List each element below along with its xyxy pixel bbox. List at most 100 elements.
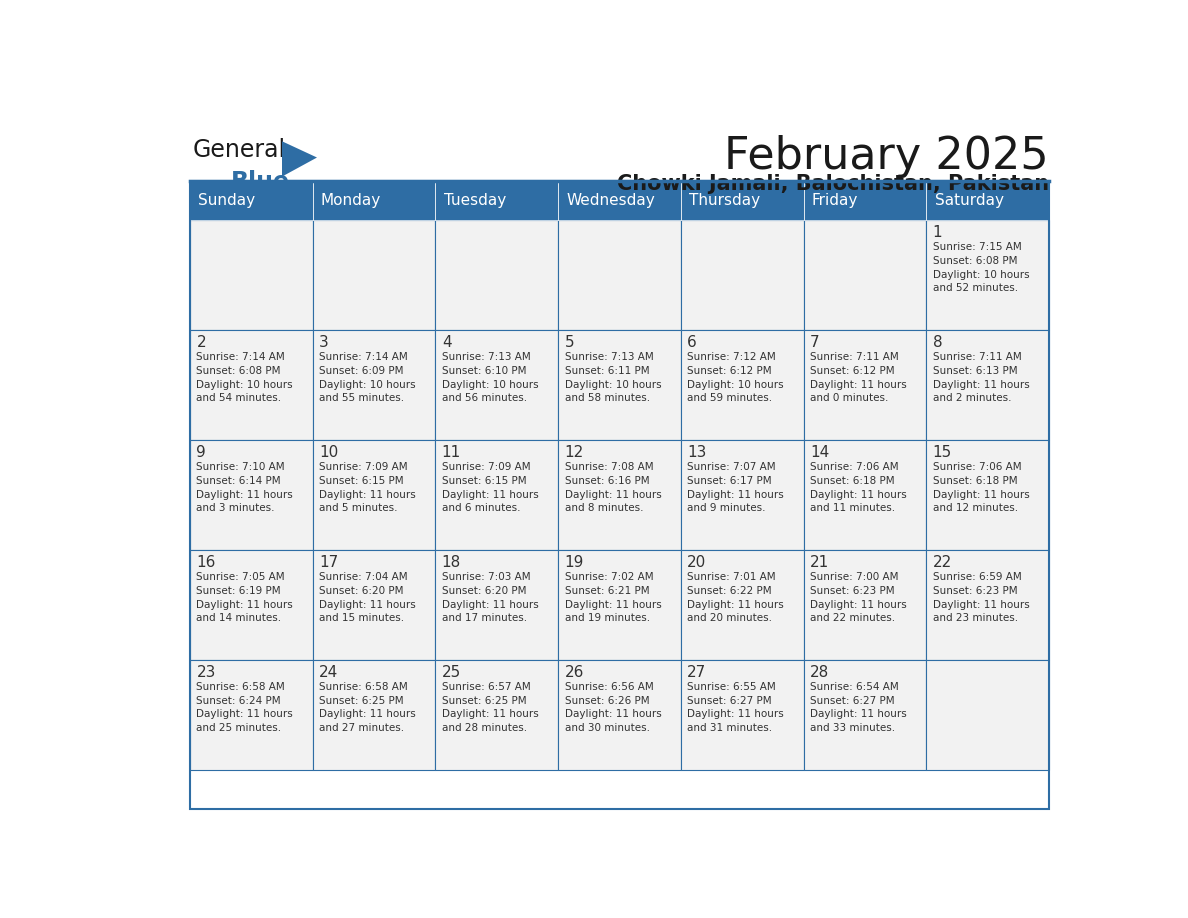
Text: Blue: Blue xyxy=(232,170,290,194)
FancyBboxPatch shape xyxy=(803,330,927,440)
Text: 8: 8 xyxy=(933,335,942,350)
Text: Sunrise: 7:11 AM
Sunset: 6:13 PM
Daylight: 11 hours
and 2 minutes.: Sunrise: 7:11 AM Sunset: 6:13 PM Dayligh… xyxy=(933,353,1030,403)
Text: 25: 25 xyxy=(442,665,461,679)
Text: 10: 10 xyxy=(320,444,339,460)
FancyBboxPatch shape xyxy=(927,660,1049,769)
FancyBboxPatch shape xyxy=(435,440,558,550)
Text: 21: 21 xyxy=(810,554,829,570)
Text: Sunrise: 7:03 AM
Sunset: 6:20 PM
Daylight: 11 hours
and 17 minutes.: Sunrise: 7:03 AM Sunset: 6:20 PM Dayligh… xyxy=(442,572,538,623)
Text: February 2025: February 2025 xyxy=(725,135,1049,178)
Text: Sunrise: 7:11 AM
Sunset: 6:12 PM
Daylight: 11 hours
and 0 minutes.: Sunrise: 7:11 AM Sunset: 6:12 PM Dayligh… xyxy=(810,353,906,403)
Text: 23: 23 xyxy=(196,665,216,679)
Text: Sunrise: 7:07 AM
Sunset: 6:17 PM
Daylight: 11 hours
and 9 minutes.: Sunrise: 7:07 AM Sunset: 6:17 PM Dayligh… xyxy=(687,463,784,513)
FancyBboxPatch shape xyxy=(312,219,435,330)
FancyBboxPatch shape xyxy=(558,219,681,330)
Text: 28: 28 xyxy=(810,665,829,679)
Text: Sunrise: 7:02 AM
Sunset: 6:21 PM
Daylight: 11 hours
and 19 minutes.: Sunrise: 7:02 AM Sunset: 6:21 PM Dayligh… xyxy=(564,572,662,623)
FancyBboxPatch shape xyxy=(190,440,312,550)
Text: Sunrise: 7:13 AM
Sunset: 6:10 PM
Daylight: 10 hours
and 56 minutes.: Sunrise: 7:13 AM Sunset: 6:10 PM Dayligh… xyxy=(442,353,538,403)
Text: Sunrise: 7:06 AM
Sunset: 6:18 PM
Daylight: 11 hours
and 11 minutes.: Sunrise: 7:06 AM Sunset: 6:18 PM Dayligh… xyxy=(810,463,906,513)
Text: 18: 18 xyxy=(442,554,461,570)
Text: 26: 26 xyxy=(564,665,583,679)
Text: Sunrise: 6:59 AM
Sunset: 6:23 PM
Daylight: 11 hours
and 23 minutes.: Sunrise: 6:59 AM Sunset: 6:23 PM Dayligh… xyxy=(933,572,1030,623)
Text: 12: 12 xyxy=(564,444,583,460)
Text: General: General xyxy=(192,139,286,162)
FancyBboxPatch shape xyxy=(927,181,1049,219)
FancyBboxPatch shape xyxy=(803,181,927,219)
Text: Thursday: Thursday xyxy=(689,193,760,207)
Text: Sunrise: 6:58 AM
Sunset: 6:24 PM
Daylight: 11 hours
and 25 minutes.: Sunrise: 6:58 AM Sunset: 6:24 PM Dayligh… xyxy=(196,682,293,733)
Text: Sunrise: 7:09 AM
Sunset: 6:15 PM
Daylight: 11 hours
and 5 minutes.: Sunrise: 7:09 AM Sunset: 6:15 PM Dayligh… xyxy=(320,463,416,513)
Text: 1: 1 xyxy=(933,225,942,240)
Text: Sunrise: 6:58 AM
Sunset: 6:25 PM
Daylight: 11 hours
and 27 minutes.: Sunrise: 6:58 AM Sunset: 6:25 PM Dayligh… xyxy=(320,682,416,733)
Text: Sunrise: 7:14 AM
Sunset: 6:09 PM
Daylight: 10 hours
and 55 minutes.: Sunrise: 7:14 AM Sunset: 6:09 PM Dayligh… xyxy=(320,353,416,403)
FancyBboxPatch shape xyxy=(681,181,803,219)
Text: 7: 7 xyxy=(810,335,820,350)
FancyBboxPatch shape xyxy=(435,219,558,330)
FancyBboxPatch shape xyxy=(190,181,312,219)
FancyBboxPatch shape xyxy=(312,181,435,219)
Text: Sunrise: 6:57 AM
Sunset: 6:25 PM
Daylight: 11 hours
and 28 minutes.: Sunrise: 6:57 AM Sunset: 6:25 PM Dayligh… xyxy=(442,682,538,733)
FancyBboxPatch shape xyxy=(803,219,927,330)
Text: Sunrise: 7:10 AM
Sunset: 6:14 PM
Daylight: 11 hours
and 3 minutes.: Sunrise: 7:10 AM Sunset: 6:14 PM Dayligh… xyxy=(196,463,293,513)
Text: 2: 2 xyxy=(196,335,206,350)
FancyBboxPatch shape xyxy=(558,660,681,769)
FancyBboxPatch shape xyxy=(435,330,558,440)
Text: 16: 16 xyxy=(196,554,216,570)
FancyBboxPatch shape xyxy=(312,660,435,769)
Text: 15: 15 xyxy=(933,444,952,460)
Text: 3: 3 xyxy=(320,335,329,350)
FancyBboxPatch shape xyxy=(312,330,435,440)
FancyBboxPatch shape xyxy=(927,550,1049,660)
FancyBboxPatch shape xyxy=(681,440,803,550)
Text: 17: 17 xyxy=(320,554,339,570)
Text: Sunrise: 7:04 AM
Sunset: 6:20 PM
Daylight: 11 hours
and 15 minutes.: Sunrise: 7:04 AM Sunset: 6:20 PM Dayligh… xyxy=(320,572,416,623)
FancyBboxPatch shape xyxy=(312,440,435,550)
Text: Sunrise: 7:09 AM
Sunset: 6:15 PM
Daylight: 11 hours
and 6 minutes.: Sunrise: 7:09 AM Sunset: 6:15 PM Dayligh… xyxy=(442,463,538,513)
Text: Sunrise: 6:55 AM
Sunset: 6:27 PM
Daylight: 11 hours
and 31 minutes.: Sunrise: 6:55 AM Sunset: 6:27 PM Dayligh… xyxy=(687,682,784,733)
Text: Tuesday: Tuesday xyxy=(443,193,506,207)
Text: 9: 9 xyxy=(196,444,207,460)
Text: Sunrise: 7:00 AM
Sunset: 6:23 PM
Daylight: 11 hours
and 22 minutes.: Sunrise: 7:00 AM Sunset: 6:23 PM Dayligh… xyxy=(810,572,906,623)
Text: 19: 19 xyxy=(564,554,583,570)
Text: Sunrise: 7:01 AM
Sunset: 6:22 PM
Daylight: 11 hours
and 20 minutes.: Sunrise: 7:01 AM Sunset: 6:22 PM Dayligh… xyxy=(687,572,784,623)
FancyBboxPatch shape xyxy=(803,440,927,550)
Text: Sunday: Sunday xyxy=(198,193,255,207)
FancyBboxPatch shape xyxy=(681,660,803,769)
Text: Saturday: Saturday xyxy=(935,193,1004,207)
Text: Sunrise: 7:05 AM
Sunset: 6:19 PM
Daylight: 11 hours
and 14 minutes.: Sunrise: 7:05 AM Sunset: 6:19 PM Dayligh… xyxy=(196,572,293,623)
Text: Sunrise: 7:08 AM
Sunset: 6:16 PM
Daylight: 11 hours
and 8 minutes.: Sunrise: 7:08 AM Sunset: 6:16 PM Dayligh… xyxy=(564,463,662,513)
FancyBboxPatch shape xyxy=(927,219,1049,330)
FancyBboxPatch shape xyxy=(927,330,1049,440)
FancyBboxPatch shape xyxy=(558,330,681,440)
FancyBboxPatch shape xyxy=(803,660,927,769)
Text: 11: 11 xyxy=(442,444,461,460)
Text: Sunrise: 6:54 AM
Sunset: 6:27 PM
Daylight: 11 hours
and 33 minutes.: Sunrise: 6:54 AM Sunset: 6:27 PM Dayligh… xyxy=(810,682,906,733)
Text: 13: 13 xyxy=(687,444,707,460)
FancyBboxPatch shape xyxy=(558,550,681,660)
FancyBboxPatch shape xyxy=(190,550,312,660)
FancyBboxPatch shape xyxy=(681,330,803,440)
Text: Sunrise: 7:06 AM
Sunset: 6:18 PM
Daylight: 11 hours
and 12 minutes.: Sunrise: 7:06 AM Sunset: 6:18 PM Dayligh… xyxy=(933,463,1030,513)
Text: Friday: Friday xyxy=(811,193,858,207)
Text: Sunrise: 7:13 AM
Sunset: 6:11 PM
Daylight: 10 hours
and 58 minutes.: Sunrise: 7:13 AM Sunset: 6:11 PM Dayligh… xyxy=(564,353,662,403)
Text: 20: 20 xyxy=(687,554,707,570)
Text: 22: 22 xyxy=(933,554,952,570)
FancyBboxPatch shape xyxy=(190,660,312,769)
Polygon shape xyxy=(282,141,317,176)
Text: 5: 5 xyxy=(564,335,574,350)
FancyBboxPatch shape xyxy=(435,181,558,219)
Text: Sunrise: 6:56 AM
Sunset: 6:26 PM
Daylight: 11 hours
and 30 minutes.: Sunrise: 6:56 AM Sunset: 6:26 PM Dayligh… xyxy=(564,682,662,733)
Text: 6: 6 xyxy=(687,335,697,350)
Text: Sunrise: 7:15 AM
Sunset: 6:08 PM
Daylight: 10 hours
and 52 minutes.: Sunrise: 7:15 AM Sunset: 6:08 PM Dayligh… xyxy=(933,242,1029,293)
Text: Sunrise: 7:14 AM
Sunset: 6:08 PM
Daylight: 10 hours
and 54 minutes.: Sunrise: 7:14 AM Sunset: 6:08 PM Dayligh… xyxy=(196,353,293,403)
FancyBboxPatch shape xyxy=(435,660,558,769)
Text: Chowki Jamali, Balochistan, Pakistan: Chowki Jamali, Balochistan, Pakistan xyxy=(617,174,1049,194)
FancyBboxPatch shape xyxy=(435,550,558,660)
Text: 14: 14 xyxy=(810,444,829,460)
Text: Monday: Monday xyxy=(321,193,381,207)
Text: Sunrise: 7:12 AM
Sunset: 6:12 PM
Daylight: 10 hours
and 59 minutes.: Sunrise: 7:12 AM Sunset: 6:12 PM Dayligh… xyxy=(687,353,784,403)
FancyBboxPatch shape xyxy=(927,440,1049,550)
FancyBboxPatch shape xyxy=(803,550,927,660)
FancyBboxPatch shape xyxy=(681,550,803,660)
